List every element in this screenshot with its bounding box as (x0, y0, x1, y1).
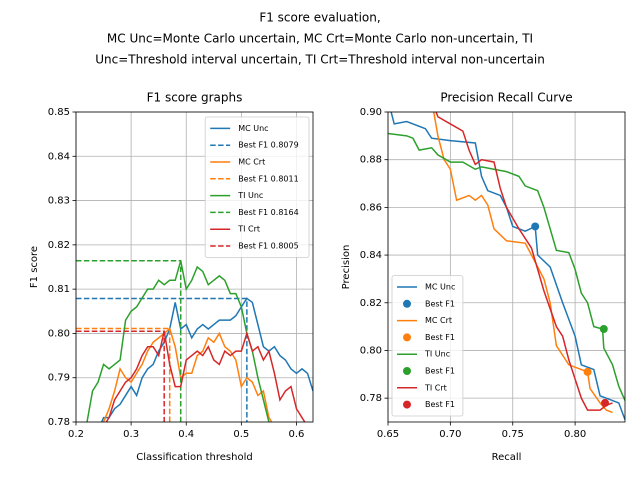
y-tick-label: 0.78 (360, 393, 382, 404)
y-tick-label: 0.79 (48, 373, 70, 384)
figure-title: Unc=Threshold interval uncertain, TI Crt… (95, 53, 545, 67)
y-tick-label: 0.86 (360, 202, 382, 213)
x-tick-label: 0.3 (123, 429, 139, 440)
series-line (86, 260, 270, 422)
y-tick-label: 0.81 (48, 284, 70, 295)
series-line (102, 327, 273, 422)
series-line (388, 132, 625, 401)
legend-label: Best F1 0.8011 (238, 174, 298, 183)
y-tick-label: 0.90 (360, 107, 382, 118)
best-point (599, 325, 608, 333)
best-point (583, 367, 592, 376)
y-tick-label: 0.80 (360, 345, 382, 356)
legend-marker (403, 299, 411, 308)
y-tick-label: 0.82 (48, 240, 70, 251)
chart-title: F1 score graphs (147, 91, 243, 105)
legend-label: MC Unc (425, 283, 455, 292)
series-line (100, 297, 313, 422)
y-tick-label: 0.80 (48, 328, 70, 339)
y-tick-label: 0.83 (48, 196, 70, 207)
x-tick-label: 0.5 (233, 429, 249, 440)
chart-title: Precision Recall Curve (440, 91, 572, 105)
legend-label: Best F1 (425, 367, 455, 376)
y-axis-label: F1 score (29, 246, 40, 288)
legend-box (204, 116, 310, 258)
legend-label: MC Crt (425, 316, 452, 325)
x-axis-label: Classification threshold (136, 452, 252, 463)
x-tick-label: 0.2 (68, 429, 84, 440)
best-line (76, 297, 248, 422)
y-tick-label: 0.84 (48, 151, 70, 162)
best-point (531, 222, 540, 231)
y-tick-label: 0.78 (48, 417, 70, 428)
y-tick-label: 0.84 (360, 250, 382, 261)
figure-title: F1 score evaluation, (259, 11, 380, 25)
best-line (76, 260, 182, 422)
series-line (105, 330, 306, 422)
legend-label: TI Crt (424, 383, 447, 392)
y-tick-label: 0.85 (48, 107, 70, 118)
x-tick-label: 0.4 (178, 429, 194, 440)
y-axis-label: Precision (341, 245, 352, 290)
figure-title: MC Unc=Monte Carlo uncertain, MC Crt=Mon… (107, 32, 533, 46)
x-tick-label: 0.6 (289, 429, 305, 440)
series-line (432, 112, 613, 414)
legend-label: MC Crt (238, 158, 265, 167)
legend-label: Best F1 0.8164 (238, 208, 298, 217)
best-point (601, 398, 610, 407)
legend-label: Best F1 0.8079 (238, 141, 298, 150)
legend-marker (403, 400, 411, 409)
legend-label: Best F1 0.8005 (238, 242, 298, 251)
x-tick-label: 0.70 (439, 429, 461, 440)
y-tick-label: 0.88 (360, 155, 382, 166)
y-tick-label: 0.82 (360, 298, 382, 309)
legend-label: TI Crt (237, 225, 260, 234)
legend-label: Best F1 (425, 333, 455, 342)
plot-area (388, 112, 625, 420)
best-line (76, 330, 165, 422)
legend-marker (403, 367, 411, 375)
series-line (435, 112, 613, 411)
axes-frame (75, 111, 314, 423)
legend-box (391, 275, 464, 417)
axes-frame (387, 111, 626, 423)
x-tick-label: 0.65 (377, 429, 399, 440)
legend-label: MC Unc (238, 124, 268, 133)
legend-label: Best F1 (425, 400, 455, 409)
x-tick-label: 0.75 (502, 429, 524, 440)
x-tick-label: 0.80 (564, 429, 586, 440)
legend-label: TI Unc (237, 191, 263, 200)
x-axis-label: Recall (492, 452, 522, 463)
plot-area (76, 260, 313, 422)
legend-label: Best F1 (425, 299, 455, 308)
legend-marker (403, 333, 411, 342)
legend-label: TI Unc (424, 350, 450, 359)
